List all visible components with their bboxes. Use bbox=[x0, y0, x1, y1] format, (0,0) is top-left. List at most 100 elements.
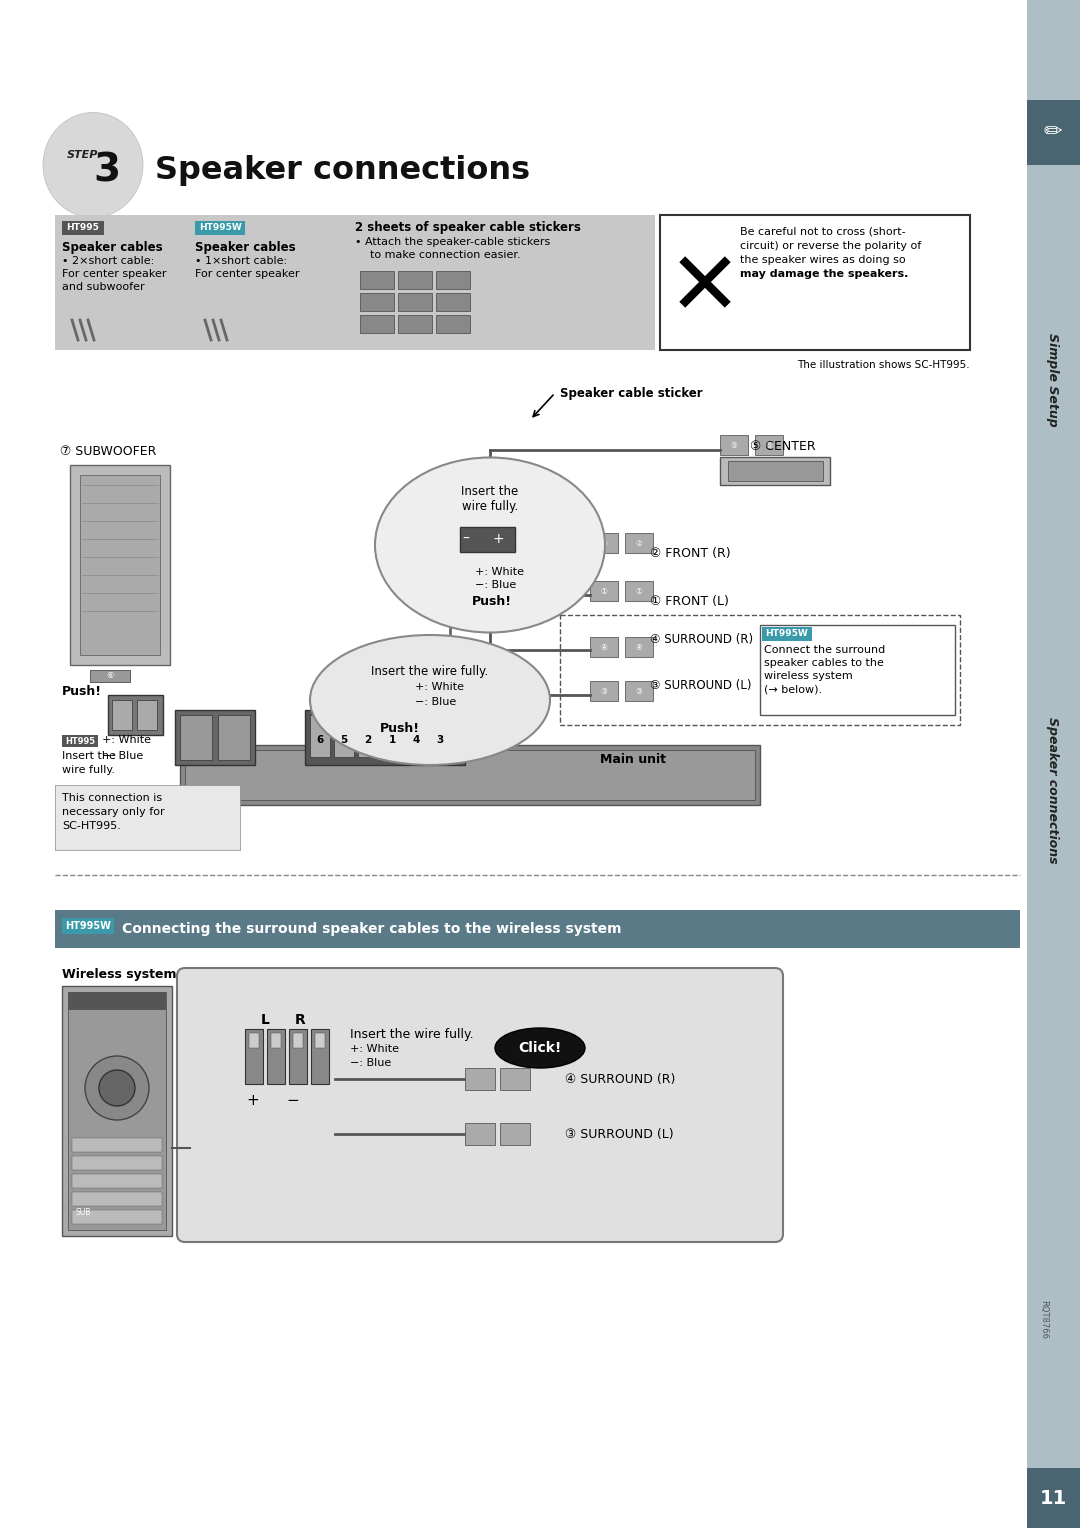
Text: the speaker wires as doing so: the speaker wires as doing so bbox=[740, 255, 906, 264]
Text: 6: 6 bbox=[316, 735, 324, 746]
Bar bbox=[68, 992, 166, 1230]
Text: ② FRONT (R): ② FRONT (R) bbox=[650, 547, 731, 559]
Bar bbox=[72, 1157, 162, 1170]
Text: 2 sheets of speaker cable stickers: 2 sheets of speaker cable stickers bbox=[355, 222, 581, 234]
Text: +: + bbox=[492, 532, 504, 545]
Text: circuit) or reverse the polarity of: circuit) or reverse the polarity of bbox=[740, 241, 921, 251]
Text: RQT8766: RQT8766 bbox=[1039, 1300, 1049, 1340]
Text: Click!: Click! bbox=[518, 1041, 562, 1054]
Bar bbox=[289, 1028, 307, 1083]
Bar bbox=[90, 669, 130, 681]
Bar bbox=[55, 215, 654, 350]
Text: ①: ① bbox=[600, 587, 607, 596]
Bar bbox=[55, 911, 1020, 947]
Text: Insert the wire fully.: Insert the wire fully. bbox=[350, 1028, 474, 1041]
Text: L: L bbox=[260, 1013, 269, 1027]
Text: Be careful not to cross (short-: Be careful not to cross (short- bbox=[740, 228, 906, 237]
Text: +: White: +: White bbox=[415, 681, 464, 692]
Bar bbox=[760, 625, 955, 715]
Bar bbox=[245, 1028, 264, 1083]
Text: ③ SURROUND (L): ③ SURROUND (L) bbox=[565, 1128, 674, 1141]
Bar bbox=[62, 735, 98, 747]
Text: Insert the: Insert the bbox=[62, 750, 116, 761]
Bar bbox=[399, 293, 432, 312]
Text: SC-HT995.: SC-HT995. bbox=[62, 821, 121, 831]
Bar bbox=[72, 1174, 162, 1187]
Text: ③: ③ bbox=[635, 686, 643, 695]
Bar bbox=[465, 1068, 495, 1089]
Text: 4: 4 bbox=[413, 735, 420, 746]
Bar bbox=[72, 1138, 162, 1152]
Bar bbox=[436, 315, 470, 333]
Bar bbox=[185, 750, 755, 801]
Text: Push!: Push! bbox=[472, 594, 512, 608]
Bar bbox=[460, 527, 515, 552]
Text: wire fully.: wire fully. bbox=[62, 766, 114, 775]
Bar bbox=[72, 1210, 162, 1224]
Bar bbox=[728, 461, 823, 481]
Text: ②: ② bbox=[635, 538, 643, 547]
Bar bbox=[108, 695, 163, 735]
Bar bbox=[382, 715, 402, 756]
Bar bbox=[112, 700, 132, 730]
Text: wire fully.: wire fully. bbox=[462, 500, 518, 513]
Text: ②: ② bbox=[600, 538, 607, 547]
Text: HT995W: HT995W bbox=[65, 921, 111, 931]
Text: • 2×short cable:: • 2×short cable: bbox=[62, 257, 154, 266]
Bar bbox=[72, 1192, 162, 1206]
Bar bbox=[1027, 0, 1080, 1528]
Text: • 1×short cable:: • 1×short cable: bbox=[195, 257, 287, 266]
Bar bbox=[271, 1033, 281, 1048]
Text: ③ SURROUND (L): ③ SURROUND (L) bbox=[650, 678, 752, 692]
Bar bbox=[625, 533, 653, 553]
Text: Wireless system: Wireless system bbox=[62, 969, 176, 981]
Circle shape bbox=[99, 1070, 135, 1106]
Text: The illustration shows SC-HT995.: The illustration shows SC-HT995. bbox=[797, 361, 970, 370]
Text: –: – bbox=[462, 532, 469, 545]
Bar bbox=[334, 715, 354, 756]
Text: HT995W: HT995W bbox=[766, 630, 808, 639]
Bar bbox=[218, 715, 249, 759]
Text: ③: ③ bbox=[600, 686, 607, 695]
Text: Speaker cable sticker: Speaker cable sticker bbox=[561, 387, 703, 400]
Text: ④: ④ bbox=[635, 642, 643, 651]
Text: ⑤: ⑤ bbox=[766, 440, 772, 449]
Bar bbox=[62, 918, 114, 934]
Bar bbox=[62, 222, 104, 235]
Text: +: White: +: White bbox=[102, 735, 151, 746]
Bar bbox=[625, 581, 653, 601]
Bar bbox=[80, 475, 160, 656]
Text: +: White: +: White bbox=[350, 1044, 399, 1054]
Text: 3: 3 bbox=[94, 151, 121, 189]
Ellipse shape bbox=[310, 636, 550, 766]
Text: ⑥: ⑥ bbox=[106, 671, 113, 680]
Bar bbox=[500, 1068, 530, 1089]
Text: • Attach the speaker-cable stickers: • Attach the speaker-cable stickers bbox=[355, 237, 550, 248]
Bar bbox=[360, 293, 394, 312]
Text: Connecting the surround speaker cables to the wireless system: Connecting the surround speaker cables t… bbox=[122, 921, 621, 937]
Text: HT995W: HT995W bbox=[199, 223, 241, 232]
Bar bbox=[305, 711, 465, 766]
Bar bbox=[293, 1033, 303, 1048]
Bar bbox=[590, 637, 618, 657]
Text: ④ SURROUND (R): ④ SURROUND (R) bbox=[650, 633, 753, 646]
Bar bbox=[590, 681, 618, 701]
Text: ① FRONT (L): ① FRONT (L) bbox=[650, 594, 729, 608]
Text: Main unit: Main unit bbox=[600, 753, 666, 766]
Text: +: + bbox=[246, 1093, 259, 1108]
Bar bbox=[406, 715, 426, 756]
Text: HT995: HT995 bbox=[67, 223, 99, 232]
Text: −: − bbox=[286, 1093, 299, 1108]
Text: 1: 1 bbox=[389, 735, 395, 746]
Text: ⑤ CENTER: ⑤ CENTER bbox=[750, 440, 815, 452]
Bar bbox=[590, 581, 618, 601]
Bar bbox=[755, 435, 783, 455]
Text: Push!: Push! bbox=[380, 723, 420, 735]
Text: Simple Setup: Simple Setup bbox=[1047, 333, 1059, 426]
Bar bbox=[399, 270, 432, 289]
Text: ④ SURROUND (R): ④ SURROUND (R) bbox=[565, 1073, 675, 1086]
Text: necessary only for: necessary only for bbox=[62, 807, 164, 817]
Text: 5: 5 bbox=[340, 735, 348, 746]
Text: −: Blue: −: Blue bbox=[475, 581, 516, 590]
Bar bbox=[436, 293, 470, 312]
